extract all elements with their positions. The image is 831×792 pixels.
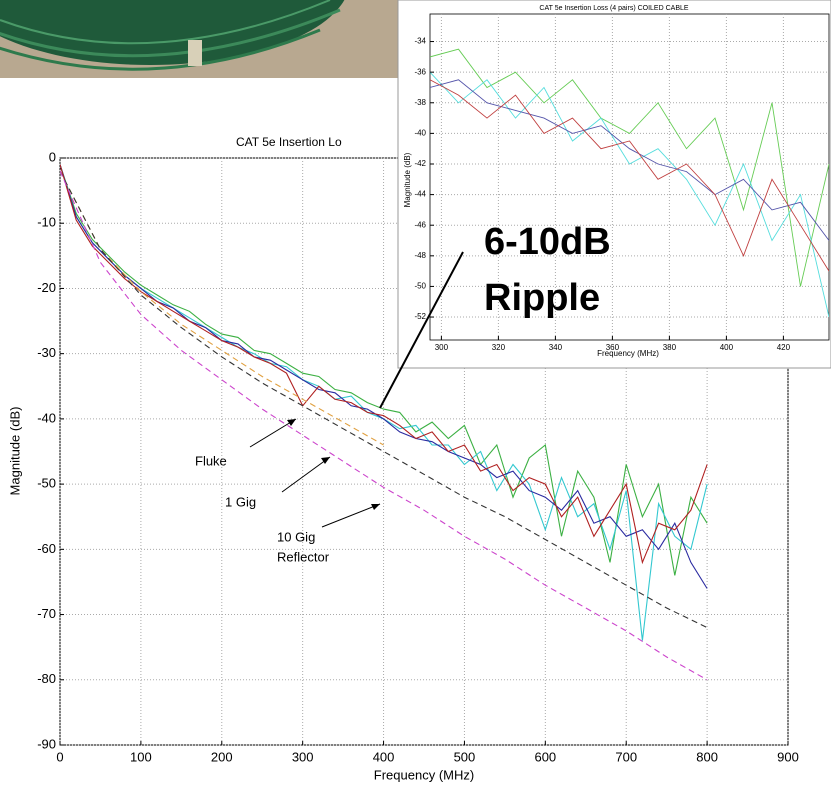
annotation: Reflector [277, 549, 330, 564]
x-tick-label: 0 [56, 749, 63, 764]
x-tick-label: 420 [777, 343, 791, 352]
y-tick-label: -42 [414, 159, 426, 168]
y-tick-label: -50 [414, 282, 426, 291]
annotation: 1 Gig [225, 494, 256, 509]
series-line [60, 170, 708, 681]
inset-plot-area [429, 13, 830, 341]
x-tick-label: 300 [292, 749, 314, 764]
x-tick-label: 500 [454, 749, 476, 764]
x-tick-label: 360 [606, 343, 620, 352]
y-tick-label: -34 [414, 37, 426, 46]
series-line [430, 79, 829, 272]
arrow-head [371, 504, 380, 510]
x-tick-label: 900 [777, 749, 799, 764]
callout: Ripple [484, 277, 600, 319]
inset-y-axis-label: Magnitude (dB) [403, 152, 412, 207]
y-tick-label: -30 [37, 345, 56, 360]
arrow [249, 418, 297, 448]
annotation: Fluke [195, 453, 227, 468]
callout: 6-10dB [484, 221, 611, 263]
x-axis-label: Frequency (MHz) [374, 767, 474, 782]
annotations: Fluke 1 Gig 10 Gig Reflector 6-10dB Ripp… [195, 221, 611, 564]
y-tick-label: -48 [414, 251, 426, 260]
series-line [60, 164, 708, 565]
arrow [321, 503, 381, 528]
y-tick-label: -52 [414, 312, 426, 321]
x-tick-label: 100 [130, 749, 152, 764]
y-tick-label: -70 [37, 606, 56, 621]
y-tick-label: -38 [414, 98, 426, 107]
y-tick-label: -36 [414, 67, 426, 76]
x-tick-label: 400 [720, 343, 734, 352]
x-tick-label: 600 [534, 749, 556, 764]
series-line [60, 164, 708, 589]
y-axis-label: Magnitude (dB) [7, 407, 22, 496]
x-tick-label: 300 [435, 343, 449, 352]
arrow-head [287, 419, 296, 426]
arrow [281, 456, 331, 493]
x-tick-label: 200 [211, 749, 233, 764]
x-tick-label: 340 [549, 343, 563, 352]
series-layer [60, 164, 708, 681]
y-tick-label: -40 [37, 410, 56, 425]
pointer-line [379, 251, 464, 409]
arrow-head [321, 457, 330, 464]
y-tick-label: -60 [37, 541, 56, 556]
y-tick-label: -46 [414, 220, 426, 229]
inset-chart: CAT 5e Insertion Loss (4 pairs) COILED C… [397, 0, 831, 369]
cable-photo [0, 0, 398, 78]
plot-layer [430, 14, 829, 340]
series-line [430, 71, 829, 318]
y-tick-label: 0 [49, 149, 56, 164]
x-tick-label: 700 [615, 749, 637, 764]
x-tick-label: 320 [492, 343, 506, 352]
y-tick-label: -10 [37, 215, 56, 230]
x-tick-label: 400 [373, 749, 395, 764]
series-layer [430, 48, 829, 318]
y-tick-label: -44 [414, 190, 426, 199]
y-tick-label: -40 [414, 128, 426, 137]
inset-x-axis-label: Frequency (MHz) [597, 349, 659, 358]
chart-title: CAT 5e Insertion Lo [236, 135, 342, 149]
annotation: 10 Gig [277, 529, 315, 544]
series-line [60, 170, 708, 629]
y-tick-label: -50 [37, 476, 56, 491]
series-line [430, 79, 829, 241]
x-tick-label: 380 [663, 343, 677, 352]
inset-title: CAT 5e Insertion Loss (4 pairs) COILED C… [539, 5, 688, 12]
x-tick-label: 800 [696, 749, 718, 764]
series-line [60, 170, 384, 446]
y-tick-label: -90 [37, 736, 56, 751]
series-line [430, 48, 829, 287]
y-tick-label: -20 [37, 280, 56, 295]
y-tick-label: -80 [37, 671, 56, 686]
